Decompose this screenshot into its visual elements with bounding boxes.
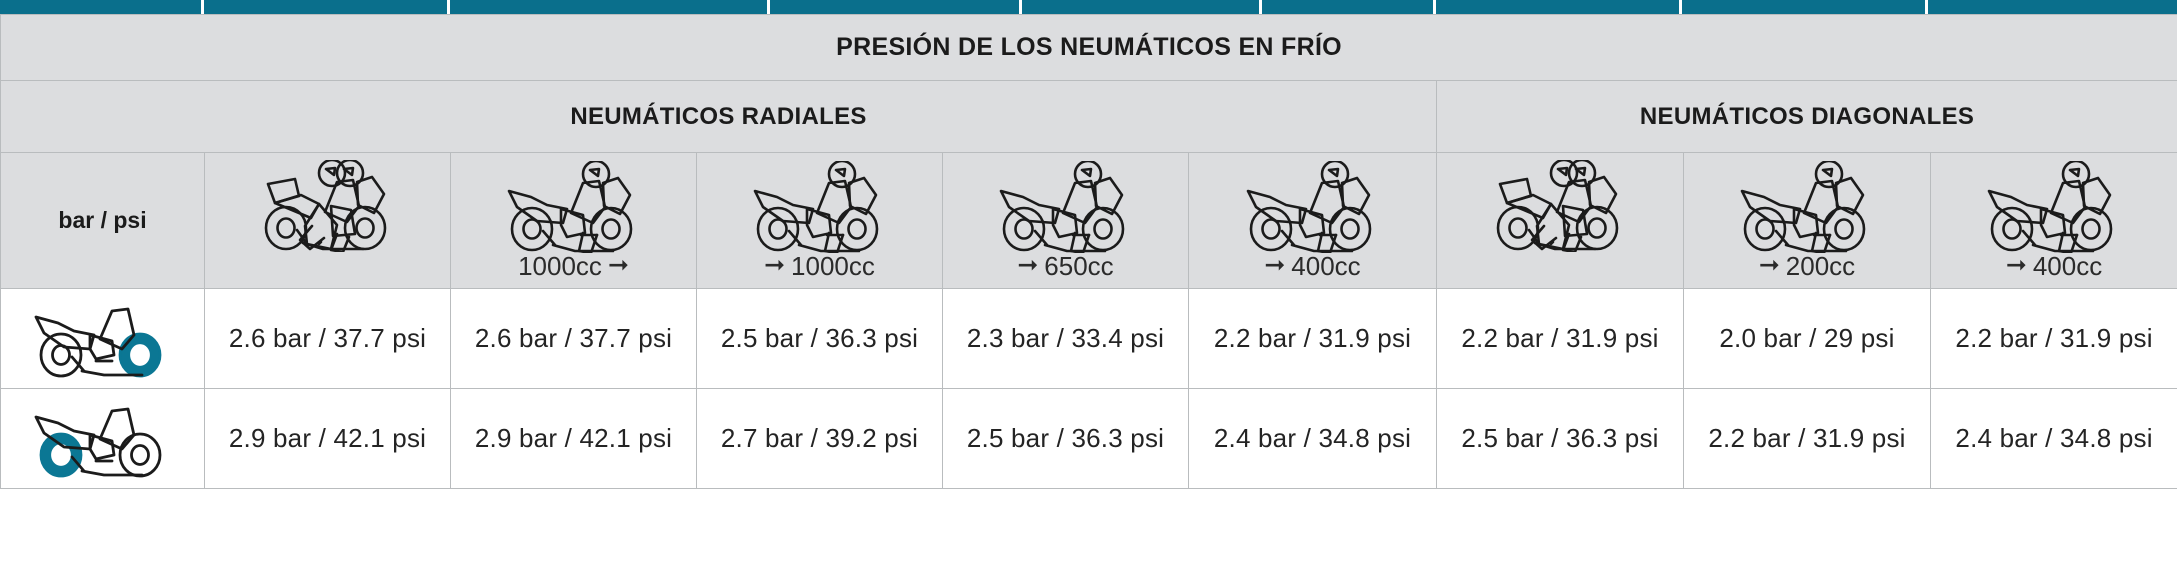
pressure-cell: 2.2 bar / 31.9 psi	[1683, 388, 1931, 489]
arrow-right-icon: ➞	[764, 251, 786, 279]
teal-segment	[1262, 0, 1436, 14]
arrow-right-icon: ➞	[1017, 251, 1039, 279]
table-row: 2.9 bar / 42.1 psi 2.9 bar / 42.1 psi 2.…	[0, 388, 2177, 489]
teal-segment	[450, 0, 770, 14]
pressure-cell: 2.7 bar / 39.2 psi	[696, 388, 943, 489]
motorcycle-two-riders-luggage-icon	[1485, 159, 1635, 252]
table-row: 2.6 bar / 37.7 psi 2.6 bar / 37.7 psi 2.…	[0, 288, 2177, 389]
motorcycle-rear-wheel-highlighted-icon	[28, 299, 178, 379]
column-header-1	[204, 152, 451, 289]
pressure-cell: 2.2 bar / 31.9 psi	[1929, 288, 2177, 389]
pressure-cell: 2.9 bar / 42.1 psi	[450, 388, 697, 489]
cc-value: 650cc	[1044, 250, 1114, 281]
row-header-rear-wheel	[0, 288, 205, 389]
column-header-3-label: ➞ 1000cc	[764, 251, 875, 281]
column-header-2-label: 1000cc ➞	[518, 251, 629, 281]
cc-value: 400cc	[2032, 250, 2103, 281]
column-header-4: ➞ 650cc	[942, 152, 1189, 289]
pressure-cell: 2.2 bar / 31.9 psi	[1188, 288, 1437, 389]
cc-value: 1000cc	[791, 250, 875, 281]
teal-segment	[770, 0, 1022, 14]
motorcycle-rider-icon	[745, 160, 895, 253]
cc-value: 200cc	[1785, 250, 1856, 281]
table-title-row: PRESIÓN DE LOS NEUMÁTICOS EN FRÍO	[0, 14, 2177, 81]
tire-pressure-table: PRESIÓN DE LOS NEUMÁTICOS EN FRÍO NEUMÁT…	[0, 14, 2177, 489]
teal-segment	[204, 0, 450, 14]
motorcycle-two-riders-luggage-icon	[253, 159, 403, 252]
pressure-cell: 2.6 bar / 37.7 psi	[204, 288, 451, 389]
unit-header-label: bar / psi	[0, 152, 205, 289]
group-header-diagonal: NEUMÁTICOS DIAGONALES	[1435, 80, 2177, 153]
pressure-cell: 2.2 bar / 31.9 psi	[1436, 288, 1684, 389]
cc-value: 1000cc	[518, 250, 602, 281]
column-header-5: ➞ 400cc	[1188, 152, 1437, 289]
pressure-cell: 2.5 bar / 36.3 psi	[1436, 388, 1684, 489]
pressure-cell: 2.9 bar / 42.1 psi	[204, 388, 451, 489]
column-header-7-label: ➞ 200cc	[1759, 251, 1855, 281]
column-header-8-label: ➞ 400cc	[2006, 251, 2102, 281]
page-title: PRESIÓN DE LOS NEUMÁTICOS EN FRÍO	[0, 14, 2177, 81]
pressure-cell: 2.6 bar / 37.7 psi	[450, 288, 697, 389]
column-header-4-label: ➞ 650cc	[1017, 251, 1113, 281]
row-header-front-wheel	[0, 388, 205, 489]
arrow-right-icon: ➞	[607, 251, 629, 279]
arrow-right-icon: ➞	[1264, 251, 1286, 279]
motorcycle-rider-icon	[1732, 160, 1882, 253]
teal-segment	[1436, 0, 1682, 14]
motorcycle-front-wheel-highlighted-icon	[28, 399, 178, 479]
motorcycle-rider-icon	[499, 160, 649, 253]
pressure-cell: 2.4 bar / 34.8 psi	[1188, 388, 1437, 489]
group-header-row: NEUMÁTICOS RADIALES NEUMÁTICOS DIAGONALE…	[0, 80, 2177, 153]
pressure-cell: 2.5 bar / 36.3 psi	[696, 288, 943, 389]
teal-accent-strip	[0, 0, 2177, 14]
column-icon-header-row: bar / psi	[0, 152, 2177, 289]
arrow-right-icon: ➞	[2005, 251, 2027, 279]
teal-segment	[1022, 0, 1262, 14]
pressure-cell: 2.0 bar / 29 psi	[1683, 288, 1931, 389]
group-header-radial: NEUMÁTICOS RADIALES	[0, 80, 1437, 153]
column-header-5-label: ➞ 400cc	[1264, 251, 1360, 281]
pressure-cell: 2.4 bar / 34.8 psi	[1929, 388, 2177, 489]
motorcycle-rider-icon	[991, 160, 1141, 253]
motorcycle-rider-icon	[1979, 160, 2129, 253]
motorcycle-rider-icon	[1238, 160, 1388, 253]
column-header-2: 1000cc ➞	[450, 152, 697, 289]
arrow-right-icon: ➞	[1758, 251, 1780, 279]
teal-segment	[1928, 0, 2177, 14]
column-header-7: ➞ 200cc	[1683, 152, 1931, 289]
pressure-cell: 2.3 bar / 33.4 psi	[942, 288, 1189, 389]
column-header-6	[1436, 152, 1684, 289]
teal-segment	[1682, 0, 1928, 14]
cc-value: 400cc	[1291, 250, 1361, 281]
teal-segment	[0, 0, 204, 14]
pressure-cell: 2.5 bar / 36.3 psi	[942, 388, 1189, 489]
column-header-8: ➞ 400cc	[1929, 152, 2177, 289]
column-header-3: ➞ 1000cc	[696, 152, 943, 289]
